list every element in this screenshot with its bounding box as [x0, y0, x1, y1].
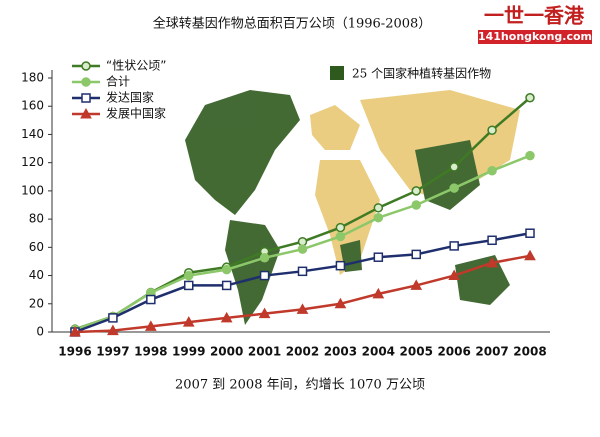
x-tick-label: 1998: [134, 345, 167, 359]
y-tick-label: 180: [21, 71, 44, 85]
data-point: [525, 93, 535, 103]
watermark-url-bg: [478, 30, 592, 44]
data-point: [335, 222, 346, 233]
watermark-title: 一世一香港: [484, 4, 585, 28]
data-point: [449, 162, 459, 172]
data-point: [182, 316, 195, 327]
y-tick-label: 80: [29, 212, 44, 226]
data-point: [486, 256, 498, 268]
data-point: [69, 325, 81, 337]
legend-marker: [81, 77, 91, 87]
world-map: [185, 90, 520, 325]
legend-label: “性状公顷”: [106, 59, 166, 73]
data-point: [525, 228, 535, 238]
data-point: [259, 253, 270, 263]
legend-label: 发达国家: [106, 90, 154, 105]
y-tick-label: 60: [29, 240, 44, 254]
data-point: [411, 200, 421, 210]
data-point: [296, 303, 309, 314]
legend-marker: [80, 107, 92, 119]
legend-label: 合计: [106, 74, 130, 89]
data-point: [107, 324, 119, 336]
data-point: [258, 307, 271, 319]
data-point: [524, 249, 536, 261]
y-tick-label: 120: [21, 155, 44, 169]
data-point: [221, 264, 232, 275]
data-point: [297, 244, 308, 254]
data-point: [373, 203, 384, 213]
data-point: [411, 186, 421, 196]
y-tick-label: 20: [29, 296, 44, 310]
data-point: [449, 241, 459, 251]
x-tick-label: 2003: [324, 345, 357, 359]
map-legend-swatch: [330, 66, 344, 80]
x-tick-label: 2002: [286, 345, 319, 359]
data-point: [373, 252, 384, 262]
data-point: [449, 183, 459, 193]
legend-marker: [81, 61, 91, 71]
data-point: [487, 235, 497, 246]
x-tick-label: 2000: [210, 345, 243, 359]
data-point: [184, 280, 194, 291]
x-tick-label: 1996: [58, 345, 91, 359]
watermark-url: 141hongkong.com: [478, 30, 592, 43]
data-point: [184, 270, 194, 281]
data-point: [448, 269, 461, 281]
x-tick-label: 1997: [96, 345, 129, 359]
x-tick-label: 2008: [513, 345, 546, 359]
x-tick-label: 2005: [400, 345, 433, 359]
x-tick-label: 2001: [248, 345, 281, 359]
data-point: [372, 287, 385, 299]
data-point: [411, 249, 421, 260]
y-tick-label: 0: [36, 325, 44, 339]
subtitle: 2007 到 2008 年间，约增长 1070 万公顷: [175, 378, 425, 393]
data-point: [220, 311, 233, 323]
data-point: [146, 294, 156, 305]
data-point: [334, 297, 347, 309]
x-tick-label: 2007: [475, 345, 508, 359]
y-tick-label: 100: [21, 183, 44, 197]
data-point: [335, 231, 346, 242]
data-point: [144, 320, 157, 331]
legend-marker: [81, 93, 91, 103]
data-point: [221, 280, 232, 291]
data-point: [259, 270, 270, 281]
x-tick-label: 2006: [437, 345, 470, 359]
data-point: [335, 260, 346, 271]
y-tick-label: 40: [29, 268, 44, 282]
data-point: [373, 212, 384, 223]
y-tick-label: 160: [21, 99, 44, 113]
data-point: [410, 279, 423, 290]
data-point: [108, 313, 118, 323]
data-point: [525, 150, 535, 161]
data-point: [487, 125, 497, 135]
x-tick-label: 1999: [172, 345, 205, 359]
data-point: [487, 165, 497, 176]
chart-title: 全球转基因作物总面积百万公顷（1996-2008）: [153, 16, 432, 32]
data-point: [297, 266, 308, 277]
y-tick-label: 140: [21, 127, 44, 141]
map-legend-label: 25 个国家种植转基因作物: [352, 66, 491, 81]
legend-label: 发展中国家: [106, 106, 166, 121]
x-tick-label: 2004: [362, 345, 395, 359]
